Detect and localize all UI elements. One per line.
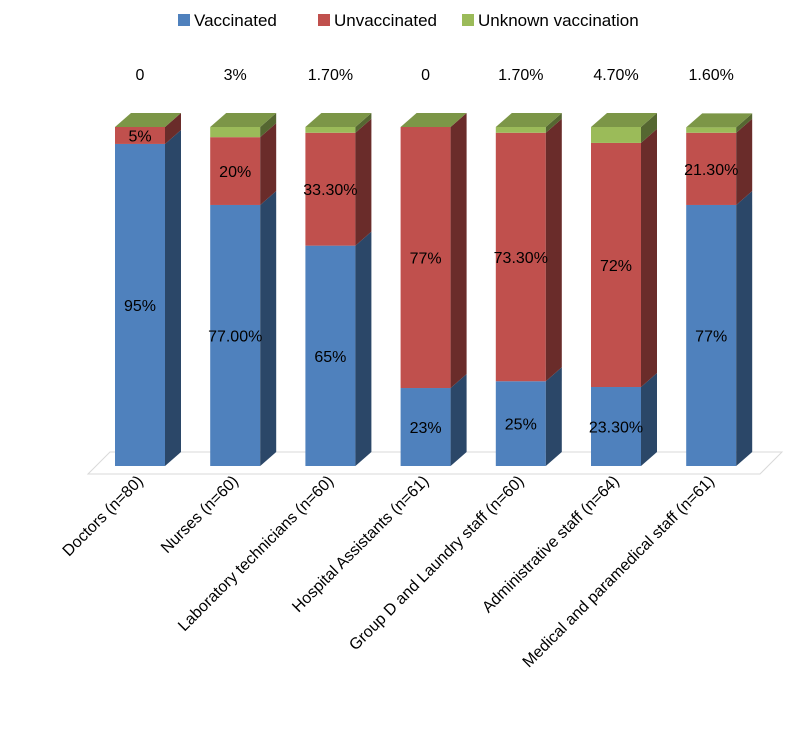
x-axis-labels: Doctors (n=80) Nurses (n=60)Laboratory te… [60, 473, 718, 671]
bar-side-vaccinated-administrative-staff-n-64 [641, 373, 657, 466]
bar-side-unknown-vaccination-group-d-and-laundry-staff-n-60 [545, 113, 562, 133]
data-label-unknown-vaccination-nurses-n-60: 3% [224, 67, 247, 84]
data-label-vaccinated-administrative-staff-n-64: 23.30% [589, 420, 643, 437]
bar-side-unvaccinated-administrative-staff-n-64 [641, 128, 657, 388]
data-label-unvaccinated-nurses-n-60: 20% [219, 164, 251, 181]
data-label-unvaccinated-laboratory-technicians-n-60: 33.30% [303, 182, 357, 199]
data-label-unknown-vaccination-administrative-staff-n-64: 4.70% [593, 67, 638, 84]
data-label-unvaccinated-group-d-and-laundry-staff-n-60: 73.30% [494, 250, 548, 267]
bar-side-vaccinated-hospital-assistants-n-61 [450, 374, 467, 466]
bar-group-medical-and-paramedical-staff-n-61 [686, 113, 753, 466]
bar-side-unknown-vaccination-laboratory-technicians-n-60 [355, 113, 372, 133]
bar-unknown-vaccination-laboratory-technicians-n-60 [305, 127, 356, 133]
bar-group-administrative-staff-n-64 [591, 113, 657, 466]
data-label-unvaccinated-medical-and-paramedical-staff-n-61: 21.30% [684, 162, 738, 179]
data-label-unknown-vaccination-doctors-n-80: 0 [136, 67, 145, 84]
data-label-unvaccinated-hospital-assistants-n-61: 77% [410, 251, 442, 268]
x-tick-label-medical-and-paramedical-staff-n-61: Medical and paramedical staff (n=61) [520, 473, 718, 671]
bar-unknown-vaccination-nurses-n-60 [210, 127, 261, 138]
bar-group-group-d-and-laundry-staff-n-60 [495, 113, 562, 466]
bar-top-nurses-n-60 [210, 113, 277, 127]
bar-side-vaccinated-laboratory-technicians-n-60 [355, 231, 372, 466]
bar-side-unvaccinated-hospital-assistants-n-61 [450, 113, 467, 389]
bar-vaccinated-medical-and-paramedical-staff-n-61 [686, 204, 737, 466]
bar-vaccinated-group-d-and-laundry-staff-n-60 [495, 381, 546, 466]
bar-vaccinated-doctors-n-80 [115, 143, 165, 466]
bar-group-nurses-n-60 [210, 113, 277, 466]
legend-swatch-unvaccinated [318, 14, 330, 26]
legend-item-unknown-vaccination: Unknown vaccination [462, 11, 639, 30]
bar-unvaccinated-nurses-n-60 [210, 137, 261, 205]
bar-side-unvaccinated-nurses-n-60 [260, 123, 277, 205]
legend-swatch-unknown-vaccination [462, 14, 474, 26]
data-labels-layer: 95% 5% 0 77.00% 20% 3% 65% 33.30% 1.70% 23% 77% 0 25… [124, 67, 738, 437]
data-label-unvaccinated-administrative-staff-n-64: 72% [600, 258, 632, 275]
bar-side-unknown-vaccination-administrative-staff-n-64 [641, 113, 657, 143]
bar-vaccinated-administrative-staff-n-64 [591, 387, 641, 466]
bar-unvaccinated-group-d-and-laundry-staff-n-60 [495, 132, 546, 382]
data-label-unknown-vaccination-laboratory-technicians-n-60: 1.70% [308, 67, 353, 84]
legend-label-unknown-vaccination: Unknown vaccination [478, 11, 639, 30]
bar-side-unvaccinated-group-d-and-laundry-staff-n-60 [545, 118, 562, 382]
bar-unknown-vaccination-group-d-and-laundry-staff-n-60 [495, 127, 546, 133]
bar-side-unknown-vaccination-nurses-n-60 [260, 113, 277, 138]
legend: Vaccinated Unvaccinated Unknown vaccinatio… [178, 11, 639, 30]
bar-side-unvaccinated-medical-and-paramedical-staff-n-61 [736, 118, 753, 205]
data-label-vaccinated-medical-and-paramedical-staff-n-61: 77% [695, 328, 727, 345]
bar-vaccinated-laboratory-technicians-n-60 [305, 245, 356, 466]
bar-side-unvaccinated-doctors-n-80 [165, 113, 181, 144]
data-label-vaccinated-laboratory-technicians-n-60: 65% [314, 349, 346, 366]
data-label-unvaccinated-doctors-n-80: 5% [128, 128, 151, 145]
bar-side-vaccinated-nurses-n-60 [260, 190, 277, 466]
bar-side-vaccinated-medical-and-paramedical-staff-n-61 [736, 190, 753, 466]
x-tick-label-doctors-n-80: Doctors (n=80) [60, 473, 147, 560]
x-tick-label-nurses-n-60: Nurses (n=60) [158, 473, 242, 557]
bar-group-doctors-n-80 [115, 113, 181, 466]
bar-unvaccinated-laboratory-technicians-n-60 [305, 132, 356, 246]
bar-unvaccinated-administrative-staff-n-64 [591, 142, 641, 388]
bars-layer [115, 113, 753, 466]
data-label-unknown-vaccination-hospital-assistants-n-61: 0 [421, 67, 430, 84]
bar-top-laboratory-technicians-n-60 [305, 113, 372, 127]
bar-group-hospital-assistants-n-61 [400, 113, 467, 466]
bar-vaccinated-nurses-n-60 [210, 204, 261, 466]
bar-vaccinated-hospital-assistants-n-61 [400, 388, 451, 466]
legend-label-unvaccinated: Unvaccinated [334, 11, 437, 30]
bar-side-unvaccinated-laboratory-technicians-n-60 [355, 118, 372, 246]
bar-top-medical-and-paramedical-staff-n-61 [686, 113, 753, 128]
legend-item-unvaccinated: Unvaccinated [318, 11, 437, 30]
x-tick-label-group-d-and-laundry-staff-n-60: Group D and Laundry staff (n=60) [346, 473, 527, 654]
legend-swatch-vaccinated [178, 14, 190, 26]
data-label-unknown-vaccination-group-d-and-laundry-staff-n-60: 1.70% [498, 67, 543, 84]
bar-unknown-vaccination-medical-and-paramedical-staff-n-61 [686, 127, 737, 133]
x-tick-label-laboratory-technicians-n-60: Laboratory technicians (n=60) [175, 473, 337, 635]
data-label-vaccinated-hospital-assistants-n-61: 23% [410, 420, 442, 437]
bar-unvaccinated-medical-and-paramedical-staff-n-61 [686, 132, 737, 205]
data-label-vaccinated-doctors-n-80: 95% [124, 298, 156, 315]
bar-side-vaccinated-group-d-and-laundry-staff-n-60 [545, 367, 562, 466]
bar-unknown-vaccination-administrative-staff-n-64 [591, 127, 641, 143]
bar-top-hospital-assistants-n-61 [400, 113, 467, 127]
legend-label-vaccinated: Vaccinated [194, 11, 277, 30]
data-label-vaccinated-nurses-n-60: 77.00% [208, 328, 262, 345]
bar-top-doctors-n-80 [115, 113, 181, 127]
data-label-unknown-vaccination-medical-and-paramedical-staff-n-61: 1.60% [689, 67, 734, 84]
data-label-vaccinated-group-d-and-laundry-staff-n-60: 25% [505, 417, 537, 434]
bar-side-vaccinated-doctors-n-80 [165, 129, 181, 466]
bar-top-group-d-and-laundry-staff-n-60 [495, 113, 562, 127]
bar-top-administrative-staff-n-64 [591, 113, 657, 127]
bar-group-laboratory-technicians-n-60 [305, 113, 372, 466]
bar-unvaccinated-doctors-n-80 [115, 127, 165, 144]
bar-side-unknown-vaccination-medical-and-paramedical-staff-n-61 [736, 113, 753, 133]
legend-item-vaccinated: Vaccinated [178, 11, 277, 30]
bar-unvaccinated-hospital-assistants-n-61 [400, 127, 451, 389]
